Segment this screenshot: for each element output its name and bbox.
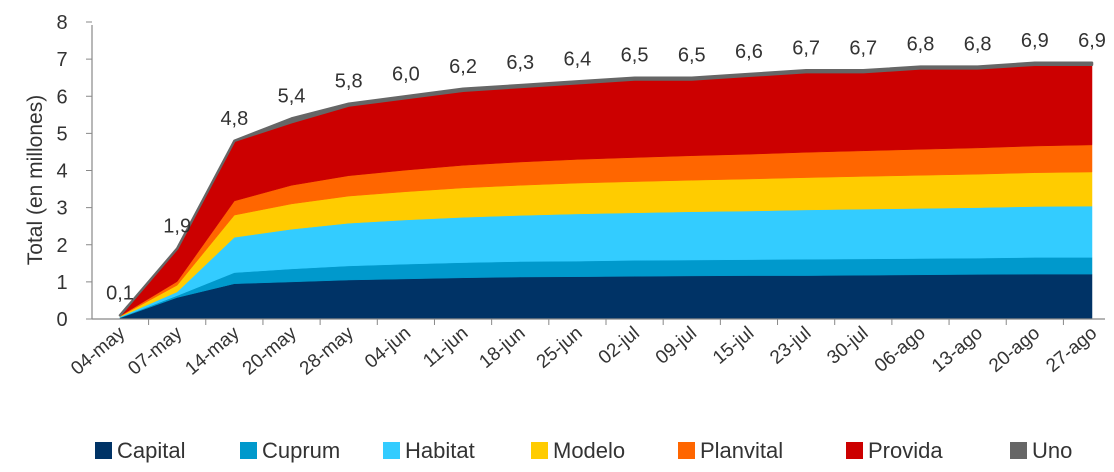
total-label: 6,5 (621, 45, 649, 67)
y-ticks: 0 1 2 3 4 5 6 7 8 (56, 12, 92, 331)
y-tick-label: 0 (56, 309, 67, 331)
x-tick-label: 20-may (239, 322, 301, 379)
total-label: 6,5 (678, 45, 706, 67)
x-tick-label: 18-jun (475, 323, 529, 373)
total-label: 6,6 (735, 41, 763, 63)
total-label: 6,7 (792, 37, 820, 59)
x-tick-label: 20-ago (985, 323, 1044, 377)
y-tick-label: 5 (56, 123, 67, 145)
x-tick-label: 07-may (124, 322, 186, 379)
y-axis-title: Total (en millones) (24, 95, 47, 265)
legend-label-modelo: Modelo (553, 438, 625, 463)
legend-swatch-modelo (531, 442, 548, 459)
legend-label-provida: Provida (868, 438, 943, 463)
total-label: 5,8 (335, 71, 363, 93)
x-tick-label: 23-jul (766, 323, 815, 369)
y-tick-label: 1 (56, 272, 67, 294)
total-label: 6,9 (1021, 30, 1049, 52)
x-tick-label: 02-jul (595, 323, 644, 369)
x-tick-label: 28-may (296, 322, 358, 379)
legend-label-planvital: Planvital (700, 438, 783, 463)
total-label: 6,8 (964, 34, 992, 56)
y-tick-label: 3 (56, 198, 67, 220)
legend-swatch-habitat (383, 442, 400, 459)
legend-label-capital: Capital (117, 438, 185, 463)
y-tick-label: 2 (56, 235, 67, 257)
y-tick-label: 7 (56, 49, 67, 71)
x-tick-label: 09-jul (652, 323, 701, 369)
x-tick-label: 13-ago (928, 323, 987, 377)
area-layers (118, 61, 1094, 320)
legend-swatch-capital (95, 442, 112, 459)
total-label: 4,8 (220, 108, 248, 130)
x-tick-label: 11-jun (419, 323, 472, 372)
legend-swatch-provida (846, 442, 863, 459)
x-tick-label: 06-ago (871, 323, 930, 377)
total-label: 6,4 (564, 48, 592, 70)
x-tick-label: 30-jul (823, 323, 872, 369)
legend-swatch-uno (1010, 442, 1027, 459)
x-tick-label: 27-ago (1042, 323, 1101, 377)
y-tick-label: 8 (56, 12, 67, 34)
legend-label-cuprum: Cuprum (262, 438, 340, 463)
total-label: 6,2 (449, 56, 477, 78)
total-label: 6,3 (506, 52, 534, 74)
legend-label-uno: Uno (1032, 438, 1072, 463)
y-tick-label: 6 (56, 86, 67, 108)
legend-swatch-cuprum (240, 442, 257, 459)
x-tick-label: 04-may (67, 322, 129, 379)
total-label: 0,1 (106, 282, 134, 304)
total-label: 6,0 (392, 63, 420, 85)
legend-label-habitat: Habitat (405, 438, 475, 463)
axes (91, 25, 1105, 320)
x-tick-label: 14-may (182, 322, 244, 379)
y-tick-label: 4 (56, 161, 67, 183)
total-label: 6,9 (1078, 30, 1106, 52)
total-labels: 0,1 1,9 4,8 5,4 5,8 6,0 6,2 6,3 6,4 6,5 6,5 6,6 6,7 6… (106, 30, 1106, 304)
x-tick-label: 25-jun (533, 323, 587, 373)
total-label: 6,8 (907, 34, 935, 56)
total-label: 5,4 (278, 86, 306, 108)
total-label: 1,9 (163, 215, 191, 237)
legend-swatch-planvital (678, 442, 695, 459)
total-label: 6,7 (849, 37, 877, 59)
area-uno (118, 61, 1094, 317)
x-tick-label: 04-jun (361, 323, 415, 373)
legend: Capital Cuprum Habitat Modelo Planvital Provi… (95, 438, 1072, 463)
x-tick-label: 15-jul (709, 323, 758, 369)
